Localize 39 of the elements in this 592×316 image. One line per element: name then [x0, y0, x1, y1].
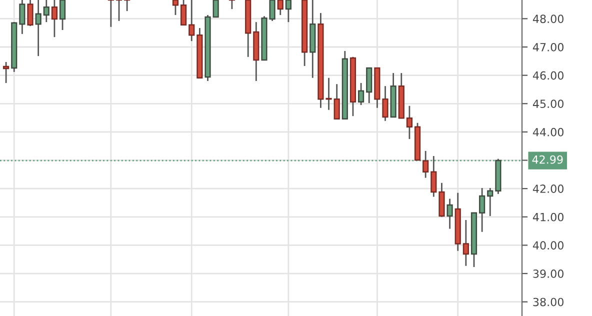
candlestick — [212, 0, 219, 18]
candlestick — [285, 0, 292, 23]
y-tick-label: 40.00 — [532, 241, 564, 250]
candlestick — [124, 0, 130, 12]
y-tick-label: 48.00 — [532, 14, 564, 24]
candlestick — [43, 0, 50, 23]
y-tick-label: 42.00 — [532, 184, 564, 193]
candlestick — [188, 0, 195, 42]
y-tick-label: 44.00 — [532, 128, 564, 136]
ref-line-label: 42.99 — [532, 155, 563, 164]
candlestick — [326, 77, 332, 111]
y-tick-label: 46.00 — [532, 71, 564, 80]
candlestick — [51, 0, 58, 38]
y-tick-label: 39.00 — [533, 270, 564, 278]
y-tick-label: 38.00 — [533, 298, 564, 306]
candlestick — [382, 85, 388, 122]
candlestick — [116, 0, 122, 22]
candlestick — [108, 0, 114, 28]
candlestick — [228, 0, 235, 10]
candlestick — [19, 0, 26, 35]
candlestick — [462, 219, 469, 267]
candlestick — [180, 0, 187, 26]
candlestick — [277, 0, 284, 16]
candlestick — [35, 0, 42, 57]
candlestick — [59, 0, 66, 31]
y-tick-label: 41.00 — [532, 212, 564, 222]
candlestick — [446, 198, 453, 230]
candlestick — [487, 187, 494, 217]
y-tick-label: 47.00 — [532, 42, 564, 52]
candlestick — [172, 0, 179, 16]
candlestick — [358, 82, 364, 106]
candlestick — [422, 150, 429, 179]
candlestick — [334, 83, 340, 120]
y-tick-label: 45.00 — [532, 100, 564, 108]
candlestick — [3, 61, 10, 84]
candlestick — [479, 187, 486, 233]
candlestick — [406, 105, 412, 140]
candlestick — [27, 0, 34, 27]
candlestick — [430, 155, 437, 198]
